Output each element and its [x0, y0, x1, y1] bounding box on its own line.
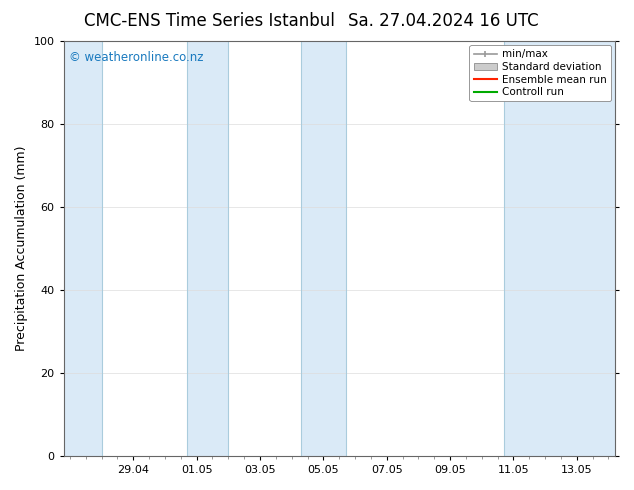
Text: CMC-ENS Time Series Istanbul: CMC-ENS Time Series Istanbul	[84, 12, 335, 30]
Bar	[63, 41, 101, 456]
Bar	[187, 41, 228, 456]
Text: © weatheronline.co.nz: © weatheronline.co.nz	[69, 51, 204, 64]
Bar	[301, 41, 346, 456]
Legend: min/max, Standard deviation, Ensemble mean run, Controll run: min/max, Standard deviation, Ensemble me…	[469, 45, 611, 101]
Bar	[504, 41, 615, 456]
Y-axis label: Precipitation Accumulation (mm): Precipitation Accumulation (mm)	[15, 146, 28, 351]
Text: Sa. 27.04.2024 16 UTC: Sa. 27.04.2024 16 UTC	[349, 12, 539, 30]
